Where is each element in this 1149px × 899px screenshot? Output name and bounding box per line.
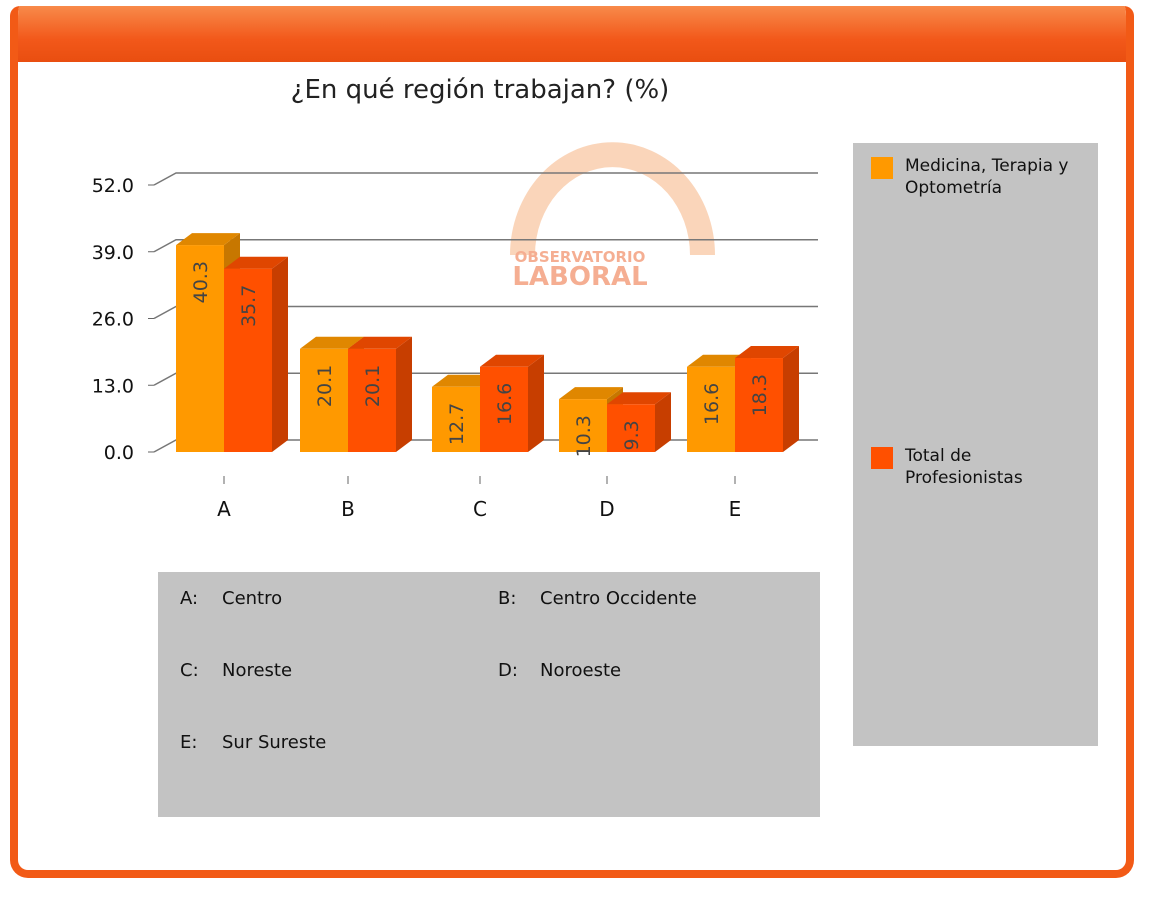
region-name: Noroeste [540,660,621,681]
region-letter: E: [180,732,222,753]
x-tick-label: C [473,497,487,521]
y-tick-label: 0.0 [104,442,134,464]
region-name: Centro Occidente [540,588,697,609]
region-name: Noreste [222,660,292,681]
bar-side [783,346,799,452]
value-label: 16.6 [701,383,723,425]
bar-side [272,257,288,452]
x-tick-label: D [599,497,614,521]
value-label: 12.7 [446,403,468,445]
region-item: A:Centro [180,588,282,609]
value-label: 35.7 [238,285,260,327]
value-label: 40.3 [190,261,212,303]
region-letter: A: [180,588,222,609]
watermark: OBSERVATORIO LABORAL [510,142,715,292]
region-letter: B: [498,588,540,609]
x-tick-label: A [217,497,231,521]
y-tick-label: 26.0 [92,309,134,331]
region-item: E:Sur Sureste [180,732,326,753]
value-label: 10.3 [573,415,595,457]
legend-item: Total de Profesionistas [873,445,1088,489]
bar-side [528,355,544,452]
region-letter: C: [180,660,222,681]
watermark-text: LABORAL [512,262,647,292]
value-label: 18.3 [749,374,771,416]
region-name: Sur Sureste [222,732,326,753]
legend-item: Medicina, Terapia y Optometría [873,155,1088,199]
x-tick-label: B [341,497,355,521]
region-item: D:Noroeste [498,660,621,681]
value-label: 20.1 [362,365,384,407]
region-item: C:Noreste [180,660,292,681]
region-name: Centro [222,588,282,609]
legend: Medicina, Terapia y Optometría Total de P… [853,143,1098,746]
y-tick-label: 52.0 [92,175,134,197]
y-tick-label: 13.0 [92,375,134,397]
legend-label: Total de Profesionistas [905,445,1088,489]
legend-swatch [871,157,893,179]
chart-title: ¿En qué región trabajan? (%) [291,75,670,105]
x-tick-label: E [729,497,742,521]
value-label: 9.3 [621,420,643,450]
legend-swatch [871,447,893,469]
bar-side [396,337,412,452]
y-tick-label: 39.0 [92,242,134,264]
region-letter: D: [498,660,540,681]
grid-line [154,240,818,252]
legend-label: Medicina, Terapia y Optometría [905,155,1088,199]
grid-line [154,173,818,185]
region-item: B:Centro Occidente [498,588,697,609]
watermark-arc [510,142,715,255]
value-label: 20.1 [314,365,336,407]
value-label: 16.6 [494,383,516,425]
